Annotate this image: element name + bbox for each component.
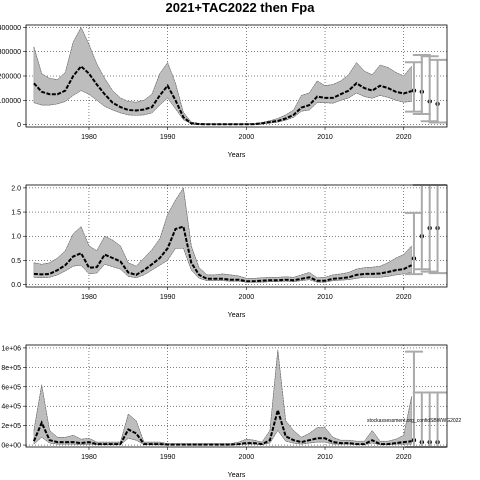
band-upper-line	[33, 349, 412, 444]
y-tick-label: 1.0	[11, 234, 21, 241]
x-tick-label: 1990	[160, 134, 176, 141]
panel-2-fishing-mortality: 0.0 0.5 1.0 1.5 2.0 1980 1990 2000 2010 2020 Year…	[11, 184, 448, 319]
y-tick-label: 400000	[0, 25, 21, 32]
x-tick-label: 2000	[239, 134, 255, 141]
band-lower-line	[33, 248, 412, 283]
figure-title: 2021+TAC2022 then Fpa	[166, 0, 316, 15]
x-tick-label: 2000	[239, 454, 255, 461]
plot-frame	[25, 344, 448, 448]
median-line	[32, 406, 412, 446]
panel-1-xlabel: Years	[228, 152, 246, 159]
panel-3-recruitment: 0e+00 2e+05 4e+05 6e+05 8e+05 1e+06 1980 1990 20…	[1, 344, 461, 479]
panel-3-annotation: stockassessment.org_confidSBWWG2022	[367, 418, 461, 424]
x-tick-label: 1980	[81, 454, 97, 461]
band-lower-line	[33, 90, 412, 125]
x-tick-label: 2020	[396, 454, 412, 461]
band-upper-line	[33, 26, 412, 125]
band-upper-line	[33, 187, 412, 279]
x-tick-label: 2010	[317, 454, 333, 461]
panel-3-xlabel: Years	[228, 472, 246, 479]
plot-frame	[25, 184, 448, 288]
y-tick-label: 8e+05	[1, 365, 21, 372]
x-tick-label: 1990	[160, 454, 176, 461]
x-tick-label: 1980	[81, 134, 97, 141]
y-tick-label: 0	[17, 122, 21, 129]
y-tick-label: 100000	[0, 98, 21, 105]
plot-frame	[25, 24, 448, 128]
median-line	[33, 64, 412, 126]
x-tick-label: 2010	[317, 134, 333, 141]
y-tick-label: 1.5	[11, 210, 21, 217]
x-tick-label: 2020	[396, 294, 412, 301]
y-tick-label: 0.5	[11, 258, 21, 265]
x-tick-label: 1980	[81, 294, 97, 301]
x-tick-label: 2020	[396, 134, 412, 141]
y-tick-label: 6e+05	[1, 384, 21, 391]
x-tick-label: 2010	[317, 294, 333, 301]
median-line	[33, 225, 413, 283]
confidence-band	[33, 349, 412, 446]
y-tick-label: 4e+05	[1, 404, 21, 411]
y-tick-label: 200000	[0, 74, 21, 81]
panel-2-xlabel: Years	[228, 312, 246, 319]
x-tick-label: 1990	[160, 294, 176, 301]
y-tick-label: 300000	[0, 49, 21, 56]
y-tick-label: 1e+06	[1, 345, 21, 352]
y-tick-label: 0e+00	[1, 443, 21, 450]
panel-1-ssb: 0 100000 200000 300000 400000 1980 1990 2000 201…	[0, 24, 448, 159]
x-tick-label: 2000	[239, 294, 255, 301]
y-tick-label: 2.0	[11, 185, 21, 192]
y-tick-label: 2e+05	[1, 423, 21, 430]
y-tick-label: 0.0	[11, 282, 21, 289]
